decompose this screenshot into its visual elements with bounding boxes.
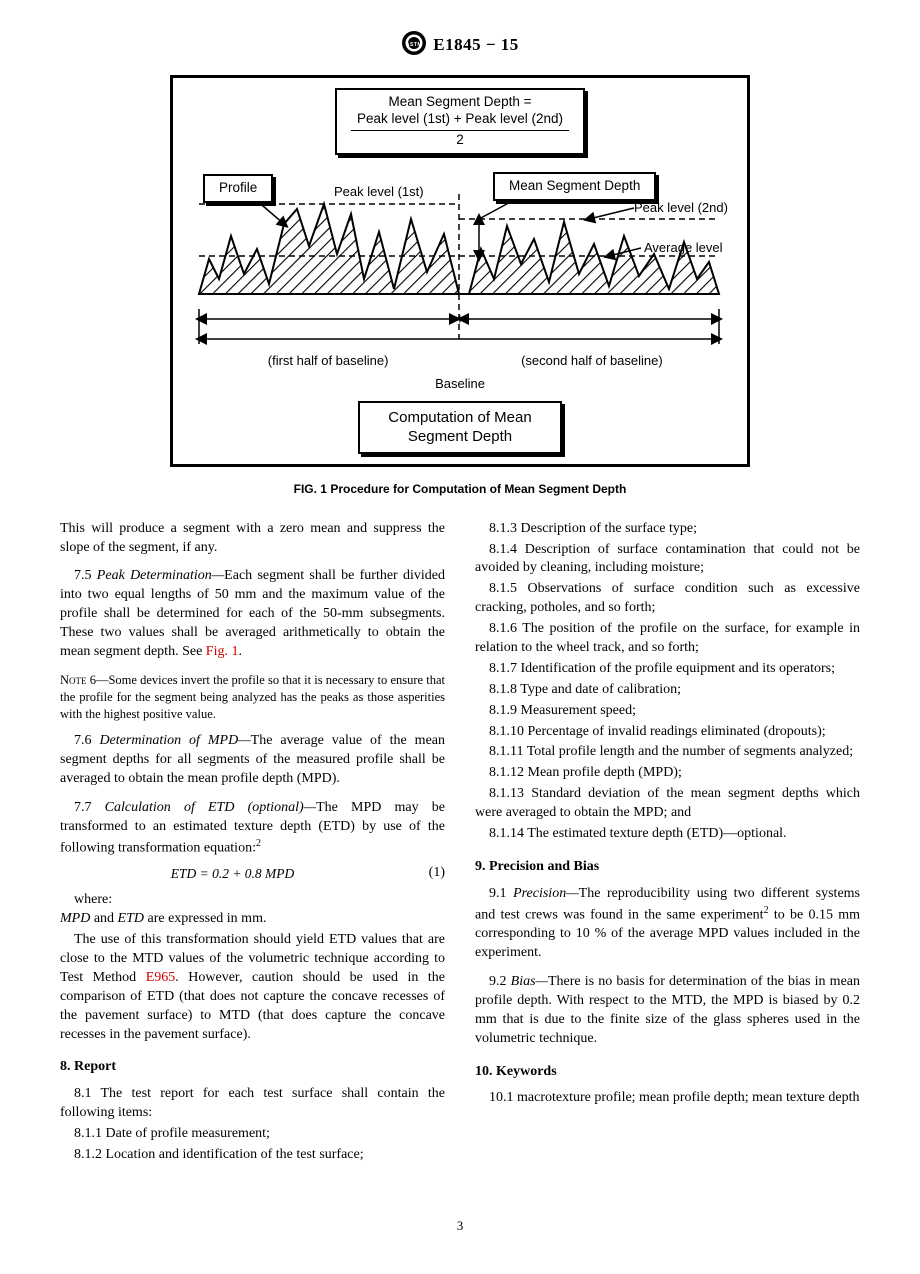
transform-para: The use of this transformation should yi… [60,931,445,1044]
right-column: 8.1.3 Description of the surface type; 8… [475,520,860,1167]
bottom-title-2: Segment Depth [408,428,512,445]
designation: E1845 − 15 [433,35,519,54]
item-8-1-10: 8.1.10 Percentage of invalid readings el… [475,723,860,742]
item-8-1-2: 8.1.2 Location and identification of the… [60,1146,445,1165]
equation-1: ETD = 0.2 + 0.8 MPD (1) [60,864,445,883]
formula-title: Mean Segment Depth = [389,94,532,109]
section-7-7: 7.7 Calculation of ETD (optional)—The MP… [60,799,445,858]
s77-title: Calculation of ETD (optional)— [105,800,316,815]
s77-num: 7.7 [74,800,105,815]
section-7-5: 7.5 Peak Determination—Each segment shal… [60,567,445,661]
svg-text:ASTM: ASTM [406,42,422,48]
item-8-1-12: 8.1.12 Mean profile depth (MPD); [475,764,860,783]
first-half-label: (first half of baseline) [198,352,458,370]
item-8-1-3: 8.1.3 Description of the surface type; [475,520,860,539]
item-8-1-1: 8.1.1 Date of profile measurement; [60,1125,445,1144]
formula-denominator: 2 [351,131,569,149]
s91-title: Precision— [513,886,579,901]
left-column: This will produce a segment with a zero … [60,520,445,1167]
section-9-2: 9.2 Bias—There is no basis for determina… [475,973,860,1049]
where-label: where: [60,891,445,910]
item-8-1-8: 8.1.8 Type and date of calibration; [475,681,860,700]
figure-caption: FIG. 1 Procedure for Computation of Mean… [60,481,860,497]
fig1-link[interactable]: Fig. 1 [206,644,239,659]
msd-label-box: Mean Segment Depth [493,172,656,201]
note6-body: 6—Some devices invert the profile so tha… [60,673,445,721]
note-6: Note 6—Some devices invert the profile s… [60,672,445,723]
svg-text:Average level: Average level [644,240,723,255]
s76-title: Determination of MPD— [99,733,250,748]
s75-num: 7.5 [74,568,97,583]
lead-para: This will produce a segment with a zero … [60,520,445,558]
s91-num: 9.1 [489,886,513,901]
section-10-1: 10.1 macrotexture profile; mean profile … [475,1089,860,1108]
profile-label-box: Profile [203,174,273,203]
section-7-6: 7.6 Determination of MPD—The average val… [60,732,445,789]
section-9-1: 9.1 Precision—The reproducibility using … [475,885,860,963]
item-8-1-11: 8.1.11 Total profile length and the numb… [475,743,860,762]
second-half-label: (second half of baseline) [462,352,722,370]
svg-text:Peak level (1st): Peak level (1st) [334,184,424,199]
e965-link[interactable]: E965 [146,970,176,985]
astm-logo-icon: ASTM [401,30,427,56]
item-8-1-9: 8.1.9 Measurement speed; [475,702,860,721]
s77-sup: 2 [256,838,261,849]
item-8-1-7: 8.1.7 Identification of the profile equi… [475,660,860,679]
section-8-1: 8.1 The test report for each test surfac… [60,1085,445,1123]
page-header: ASTM E1845 − 15 [60,30,860,57]
where-body: MPD and ETD are expressed in mm. [60,910,445,929]
item-8-1-14: 8.1.14 The estimated texture depth (ETD)… [475,825,860,844]
formula-numerator: Peak level (1st) + Peak level (2nd) [351,111,569,131]
note6-lead: Note [60,673,87,687]
item-8-1-5: 8.1.5 Observations of surface condition … [475,580,860,618]
item-8-1-13: 8.1.13 Standard deviation of the mean se… [475,785,860,823]
s92-title: Bias— [511,974,548,989]
s92-num: 9.2 [489,974,511,989]
eq-text: ETD = 0.2 + 0.8 MPD [60,865,405,883]
figure-1-diagram: Mean Segment Depth = Peak level (1st) + … [170,75,750,467]
formula-box: Mean Segment Depth = Peak level (1st) + … [335,88,585,155]
section-9-head: 9. Precision and Bias [475,858,860,877]
s76-num: 7.6 [74,733,99,748]
item-8-1-4: 8.1.4 Description of surface contaminati… [475,541,860,579]
body-columns: This will produce a segment with a zero … [60,520,860,1167]
eq-num: (1) [405,864,445,883]
s75-title: Peak Determination— [97,568,224,583]
bottom-title-1: Computation of Mean [388,409,531,426]
section-10-head: 10. Keywords [475,1063,860,1082]
computation-title-box: Computation of Mean Segment Depth [358,401,561,455]
baseline-label: Baseline [189,375,731,393]
item-8-1-6: 8.1.6 The position of the profile on the… [475,620,860,658]
svg-text:Peak level (2nd): Peak level (2nd) [634,200,728,215]
section-8-head: 8. Report [60,1058,445,1077]
svg-text:✶: ✶ [454,311,466,327]
